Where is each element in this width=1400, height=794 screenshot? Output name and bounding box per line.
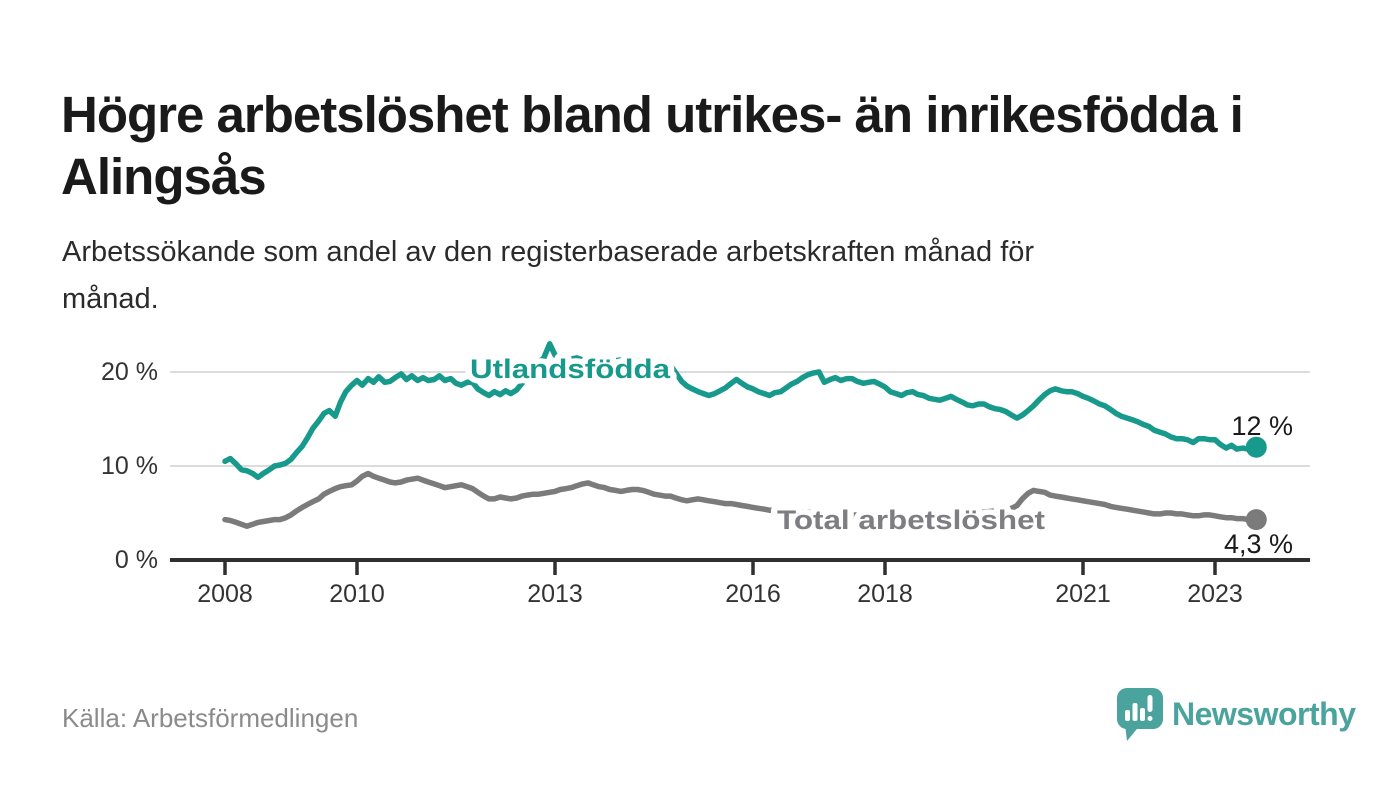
page-title-line2: Alingsås	[61, 148, 267, 206]
y-tick-label: 0 %	[115, 546, 158, 574]
speech-bubble-chart-icon	[1117, 688, 1163, 741]
series-label-utlandsfodda: Utlandsfödda	[470, 354, 671, 384]
series-line-total-arbetsloshet	[222, 470, 1257, 529]
x-axis-tick-labels: 2008 2010 2013 2016 2018 2021 2023	[197, 580, 1243, 608]
x-tick-label: 2023	[1187, 580, 1243, 608]
series-lines	[222, 341, 1257, 529]
x-tick-label: 2018	[857, 580, 913, 608]
y-tick-label: 20 %	[101, 358, 158, 386]
y-axis-labels: 0 % 10 % 20 %	[101, 358, 158, 574]
series-line-utlandsfodda	[222, 341, 1257, 481]
chart-subtitle: Arbetssökande som andel av den registerb…	[62, 229, 1322, 323]
brand-logo: Newsworthy	[1108, 682, 1368, 744]
series-label-total-arbetsloshet: Total arbetslöshet	[777, 505, 1045, 535]
newsworthy-logo-icon: Newsworthy	[1117, 688, 1357, 741]
series-end-dot	[1245, 509, 1267, 531]
chart-canvas: 0 % 10 % 20 % 2008 2010 2013 2016 2018 2021 2023…	[101, 341, 1310, 608]
series-inline-labels: Utlandsfödda Total arbetslöshet	[465, 349, 1051, 541]
series-end-dot	[1245, 436, 1267, 458]
brand-wordmark: Newsworthy	[1172, 696, 1356, 732]
x-axis-ticks	[223, 562, 1217, 575]
source-note: Källa: Arbetsförmedlingen	[62, 703, 359, 733]
gridlines	[170, 371, 1310, 467]
x-tick-label: 2021	[1055, 580, 1111, 608]
x-tick-label: 2013	[527, 580, 583, 608]
page-title-line1: Högre arbetslöshet bland utrikes- än inr…	[61, 86, 1244, 144]
end-value-label-total: 4,3 %	[1224, 529, 1293, 559]
page-title: Högre arbetslöshet bland utrikes- än inr…	[61, 84, 1391, 208]
end-value-label-utlandsfodda: 12 %	[1231, 411, 1293, 441]
chart-subtitle-line1: Arbetssökande som andel av den registerb…	[62, 236, 1035, 268]
series-end-markers: 12 % 4,3 %	[1224, 411, 1293, 559]
chart-subtitle-line2: månad.	[62, 283, 159, 315]
x-tick-label: 2016	[725, 580, 781, 608]
y-tick-label: 10 %	[101, 452, 158, 480]
line-chart: 0 % 10 % 20 % 2008 2010 2013 2016 2018 2021 2023…	[0, 318, 1400, 630]
x-tick-label: 2008	[197, 580, 253, 608]
x-tick-label: 2010	[329, 580, 385, 608]
